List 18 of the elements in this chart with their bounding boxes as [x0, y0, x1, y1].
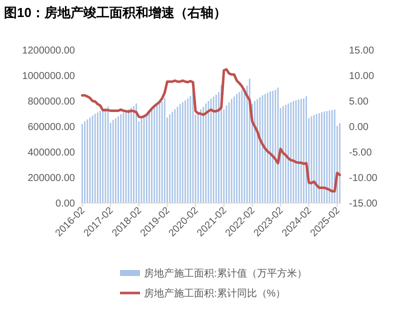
y2-tick-label: 10.00 — [349, 71, 374, 82]
chart-title: 图10：房地产竣工面积和增速（右轴） — [4, 5, 226, 20]
y-tick-label: 1000000.00 — [22, 71, 76, 82]
y-tick-label: 200000.00 — [28, 173, 76, 184]
y2-tick-label: -10.00 — [349, 173, 378, 184]
y2-tick-label: -5.00 — [349, 148, 372, 158]
y2-tick-label: 5.00 — [349, 96, 369, 108]
y-tick-label: 600000.00 — [28, 122, 76, 133]
y-tick-label: 400000.00 — [28, 148, 76, 158]
y-tick-label: 0.00 — [56, 198, 76, 210]
line-series — [80, 68, 342, 193]
legend-label: 房地产施工面积:累计同比（%） — [144, 288, 286, 300]
y2-tick-label: 0.00 — [349, 122, 369, 133]
y-tick-label: 800000.00 — [28, 96, 76, 108]
y2-tick-label: -15.00 — [349, 198, 378, 210]
legend-label: 房地产施工面积:累计值（万平方米） — [144, 268, 307, 280]
y2-tick-label: 15.00 — [349, 46, 374, 56]
y-tick-label: 1200000.00 — [22, 46, 76, 56]
